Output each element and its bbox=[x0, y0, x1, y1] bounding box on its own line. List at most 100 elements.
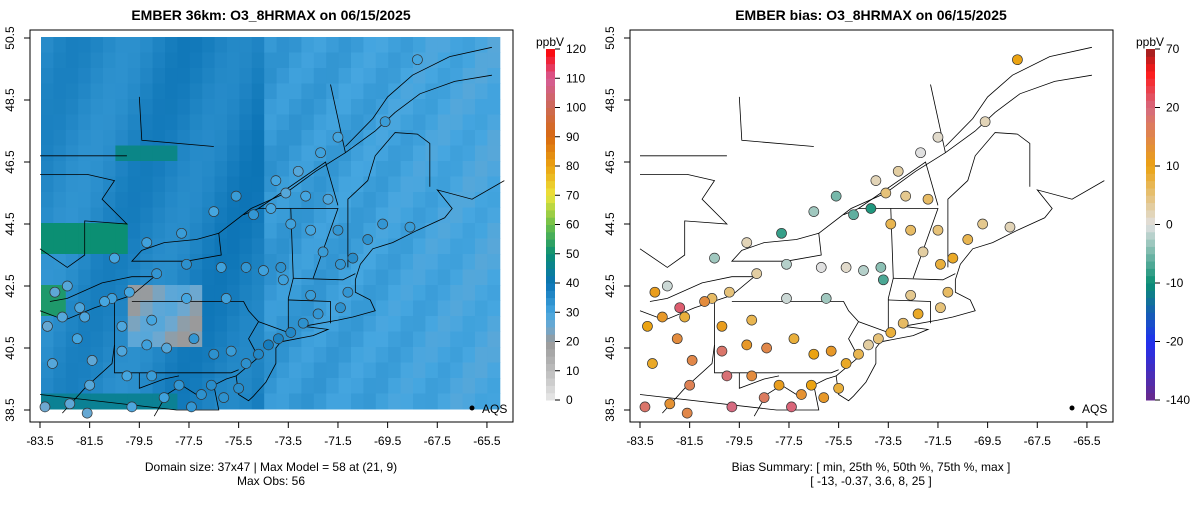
colorbar-segment bbox=[546, 202, 555, 211]
raster-cell bbox=[437, 68, 451, 84]
raster-cell bbox=[413, 300, 426, 317]
raster-cell bbox=[115, 238, 129, 255]
raster-cell bbox=[227, 362, 240, 379]
raster-cell bbox=[227, 99, 240, 115]
raster-cell bbox=[251, 83, 265, 100]
raster-cell bbox=[351, 161, 364, 177]
raster-cell bbox=[437, 114, 451, 131]
raster-cell bbox=[264, 130, 278, 146]
raster-cell bbox=[165, 192, 178, 208]
raster-cell bbox=[313, 37, 327, 53]
colorbar-segment bbox=[546, 283, 555, 291]
colorbar-segment bbox=[546, 49, 555, 57]
station-marker bbox=[942, 286, 954, 298]
state-boundary bbox=[293, 273, 356, 281]
raster-cell bbox=[65, 176, 79, 193]
raster-cell bbox=[189, 254, 203, 270]
raster-cell bbox=[351, 316, 364, 332]
colorbar-segment bbox=[1146, 363, 1155, 372]
raster-cell bbox=[487, 161, 501, 177]
raster-cell bbox=[388, 176, 402, 193]
station-marker bbox=[962, 234, 974, 245]
raster-cell bbox=[264, 254, 278, 270]
raster-cell bbox=[437, 192, 451, 208]
station-marker bbox=[124, 286, 135, 298]
raster-cell bbox=[189, 176, 203, 193]
raster-cell bbox=[462, 254, 476, 270]
colorbar-segment bbox=[1146, 224, 1155, 233]
raster-cell bbox=[487, 207, 501, 224]
raster-cell bbox=[487, 223, 501, 239]
raster-cell bbox=[375, 37, 389, 53]
raster-cell bbox=[388, 238, 402, 255]
raster-cell bbox=[115, 161, 129, 177]
raster-cell bbox=[165, 300, 178, 317]
raster-cell bbox=[140, 393, 154, 410]
raster-cell bbox=[437, 316, 451, 332]
raster-cell bbox=[103, 269, 116, 286]
raster-cell bbox=[301, 83, 315, 100]
station-marker bbox=[230, 190, 242, 202]
raster-cell bbox=[78, 68, 92, 84]
station-marker bbox=[208, 348, 220, 360]
colorbar-tick-label: 20 bbox=[1166, 101, 1180, 115]
raster-cell bbox=[103, 393, 116, 410]
raster-cell bbox=[65, 254, 79, 270]
colorbar-segment bbox=[546, 78, 555, 87]
raster-cell bbox=[375, 378, 389, 394]
raster-cell bbox=[189, 99, 203, 115]
lake-huron bbox=[639, 173, 728, 268]
raster-cell bbox=[41, 52, 54, 69]
station-marker bbox=[49, 286, 61, 298]
station-marker bbox=[746, 314, 758, 326]
colorbar-segment bbox=[546, 85, 555, 94]
raster-cell bbox=[313, 347, 327, 363]
colorbar-units: ppbV bbox=[536, 35, 564, 49]
raster-cell bbox=[289, 37, 302, 53]
x-tick-label: -69.5 bbox=[374, 434, 402, 448]
raster-cell bbox=[90, 207, 104, 224]
colorbar-tick-label: 10 bbox=[566, 364, 580, 378]
raster-cell bbox=[177, 83, 191, 100]
raster-cell bbox=[127, 238, 141, 255]
raster-cell bbox=[239, 68, 253, 84]
raster-cell bbox=[214, 83, 228, 100]
raster-cell bbox=[462, 176, 476, 193]
raster-cell bbox=[400, 362, 414, 379]
raster-cell bbox=[425, 161, 439, 177]
station-marker bbox=[315, 147, 326, 159]
raster-cell bbox=[413, 362, 426, 379]
colorbar-segment bbox=[1146, 122, 1155, 130]
raster-cell bbox=[78, 393, 92, 410]
raster-cell bbox=[53, 52, 67, 69]
raster-cell bbox=[475, 99, 488, 115]
raster-cell bbox=[177, 238, 191, 255]
raster-cell bbox=[41, 130, 54, 146]
raster-cell bbox=[388, 378, 402, 394]
raster-cell bbox=[103, 176, 116, 193]
raster-cell bbox=[363, 362, 377, 379]
raster-cell bbox=[90, 269, 104, 286]
station-marker bbox=[379, 116, 391, 128]
colorbar-segment bbox=[546, 326, 555, 335]
raster-cell bbox=[115, 269, 129, 286]
raster-cell bbox=[375, 176, 389, 193]
station-marker bbox=[892, 165, 904, 177]
raster-cell bbox=[462, 114, 476, 131]
colorbar-segment bbox=[1146, 312, 1155, 321]
colorbar-segment bbox=[546, 63, 555, 72]
raster-cell bbox=[276, 223, 290, 239]
raster-cell bbox=[276, 393, 290, 410]
raster-cell bbox=[413, 378, 426, 394]
raster-cell bbox=[127, 83, 141, 100]
colorbar-segment bbox=[546, 56, 555, 65]
station-marker bbox=[277, 274, 289, 286]
colorbar-segment bbox=[546, 297, 555, 306]
raster-cell bbox=[475, 300, 488, 317]
raster-cell bbox=[425, 114, 439, 131]
raster-cell bbox=[462, 393, 476, 410]
raster-cell bbox=[326, 316, 340, 332]
raster-cell bbox=[388, 393, 402, 410]
raster-cell bbox=[450, 223, 464, 239]
station-marker bbox=[796, 389, 807, 400]
